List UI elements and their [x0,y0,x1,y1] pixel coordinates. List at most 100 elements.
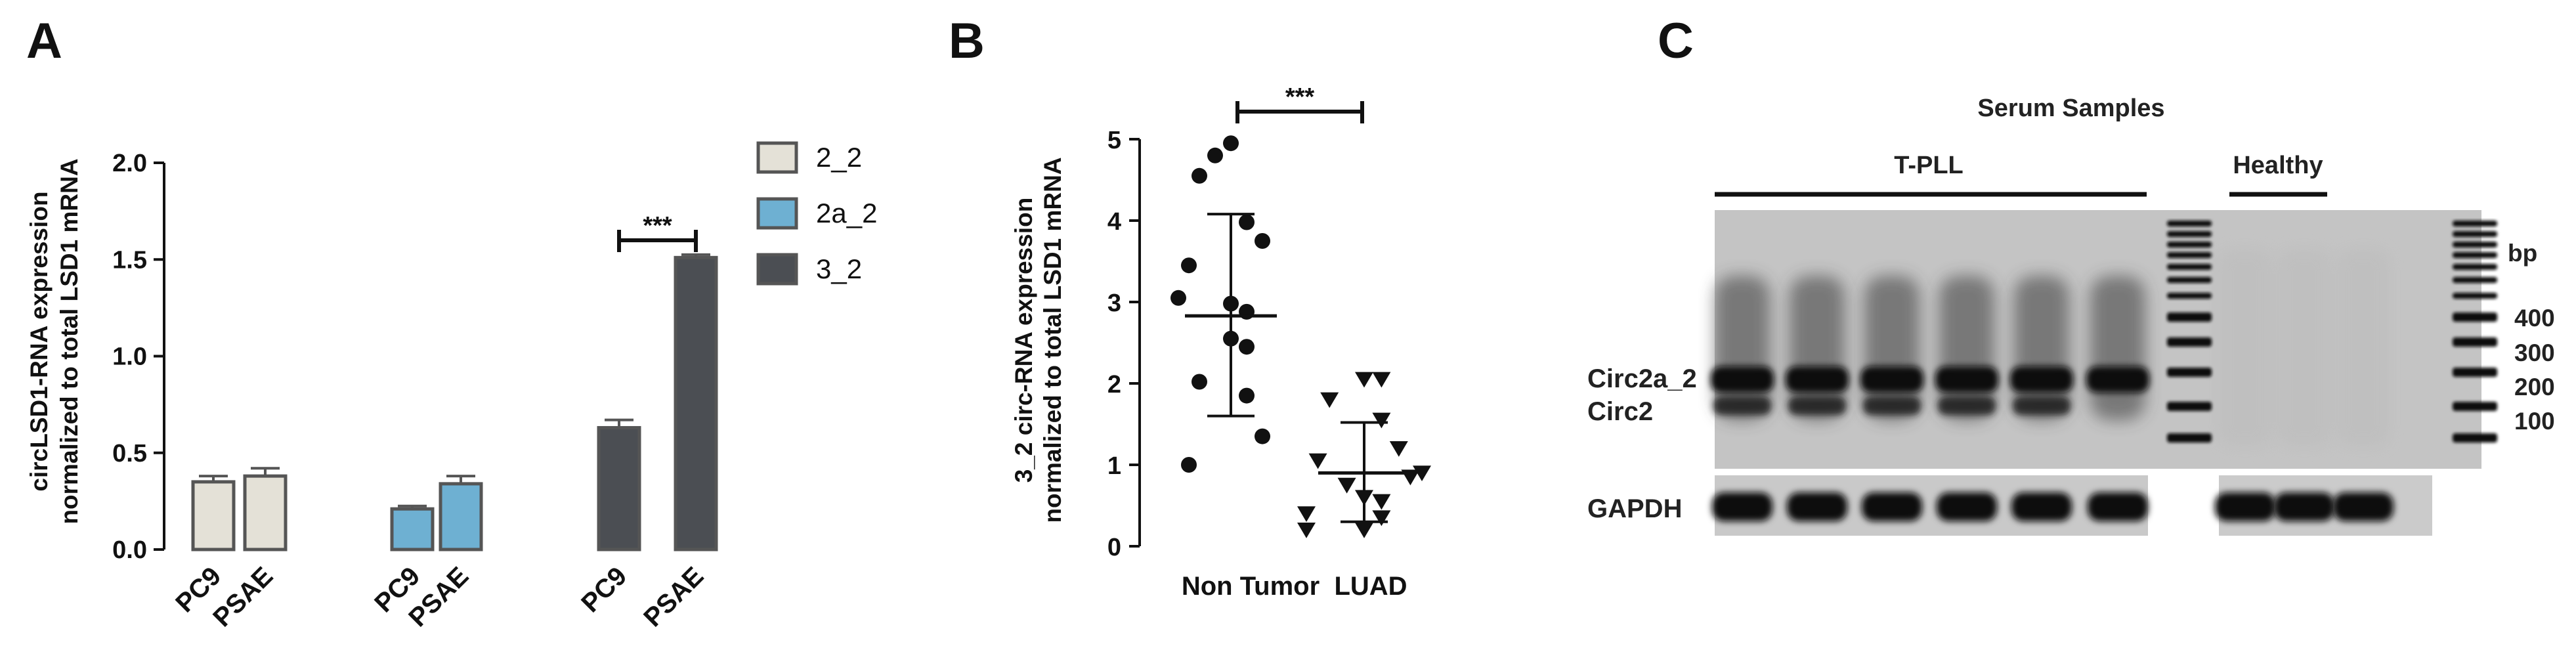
ladder-band [2453,337,2497,347]
ladder-band [2167,231,2212,237]
a-y-tick-label: 2.0 [112,150,147,177]
b-category-label: Non Tumor [1182,572,1320,601]
b-point [1372,510,1391,527]
gel-band-circ2 [1863,397,1921,415]
b-y-tick-label: 4 [1107,208,1121,236]
band-label-circ2: Circ2 [1587,397,1653,426]
gel-band-circ2a2 [1786,366,1849,393]
b-point [1191,167,1207,184]
a-category-label: PC9 [576,561,632,618]
b-ylabel-line2: normalized to total LSD1 mRNA [1039,157,1066,523]
gel-gapdh-bands [1712,492,2394,521]
b-y-tick-label: 5 [1107,127,1121,154]
gapdh-band [2215,492,2275,521]
bp-marker-label: 100 [2514,408,2555,435]
b-y-tick-label: 0 [1107,534,1121,561]
a-y-axis: 0.0 0.5 1.0 1.5 2.0 [112,150,165,564]
b-point [1181,257,1197,274]
gel-band-circ2a2 [2010,366,2073,393]
a-bar [243,474,288,551]
b-point [1255,428,1270,444]
b-category-labels: Non Tumor LUAD [1182,572,1407,601]
b-significance: *** [1235,83,1364,123]
a-legend: 2_2 2a_2 3_2 [756,141,877,286]
ladder-band [2167,252,2212,258]
gel-band-circ2a2 [2086,366,2149,393]
b-point [1372,412,1391,429]
gel-ladders [2167,221,2497,442]
band-label-circ2a2: Circ2a_2 [1587,364,1697,393]
ladder-band [2453,293,2497,299]
gel-band-circ2a2 [1711,366,1774,393]
b-point [1255,233,1270,249]
a-category-label: PSAE [638,561,709,632]
ladder-band [2453,402,2497,411]
a-bar [191,480,236,551]
a-bar [390,507,435,551]
gapdh-band [2011,492,2072,521]
bp-unit-label: bp [2508,240,2537,267]
a-y-tick-label: 1.5 [112,246,147,274]
b-point [1223,135,1239,152]
b-point [1413,465,1431,481]
a-ylabel-line1: circLSD1-RNA expression [26,191,53,491]
gapdh-band [1787,492,1847,521]
b-ylabel-line1: 3_2 circ-RNA expression [1010,198,1037,483]
b-point [1297,523,1316,538]
gel-group-healthy: Healthy [2233,152,2323,179]
ladder-band [2167,242,2212,248]
gel-band-circ2a2 [1860,366,1923,393]
gapdh-band [2088,492,2148,521]
ladder-band [2453,433,2497,442]
gel-smear [2090,276,2145,420]
a-y-tick-label: 0.5 [112,440,147,467]
a-sig-label: *** [643,212,672,240]
gel-band-circ2 [2013,397,2071,415]
b-category-label: LUAD [1334,572,1407,601]
a-significance: *** [617,212,698,252]
gel-healthy-lane [2219,249,2271,446]
gel-image: Serum Samples T-PLL Healthy Circ2a_2 Cir… [1587,95,2555,536]
ladder-band [2167,368,2212,377]
a-category-label: PSAE [207,561,278,632]
b-y-tick-label: 3 [1107,290,1121,317]
bp-marker-label: 400 [2514,305,2555,332]
gapdh-band [1937,492,1997,521]
bp-marker-label: 200 [2514,374,2555,400]
panel-letter-a: A [26,13,62,69]
gapdh-gel-tpll [1715,475,2148,536]
gapdh-band [2333,492,2394,521]
a-ylabel-line2: normalized to total LSD1 mRNA [56,158,83,524]
ladder-band [2453,231,2497,237]
gel-band-circ2 [1713,397,1771,415]
b-point [1320,392,1339,408]
ladder-band [2453,277,2497,283]
a-bars [191,253,718,551]
a-bar [439,482,483,551]
b-point [1372,372,1391,388]
gel-healthy-lane [2278,249,2330,446]
a-y-tick-label: 1.0 [112,343,147,371]
a-y-tick-label: 0.0 [112,536,147,564]
b-point [1239,387,1255,404]
ladder-band [2167,221,2212,227]
gel-lanes [1711,249,2390,446]
b-point [1355,523,1373,538]
a-legend-swatch [756,197,798,230]
panel-letter-c: C [1658,13,1694,69]
ladder-band [2167,313,2212,322]
b-point [1170,290,1186,306]
a-legend-label: 2a_2 [816,198,877,228]
gapdh-band [1712,492,1772,521]
b-point [1308,453,1327,469]
ladder-band [2167,433,2212,442]
gel-group-tpll: T-PLL [1894,152,1964,179]
b-y-tick-label: 1 [1107,452,1121,480]
b-point [1207,147,1223,163]
a-bar [597,425,641,551]
gel-band-circ2 [1938,397,1996,415]
gel-band-circ2 [1788,397,1846,415]
b-point [1181,457,1197,473]
